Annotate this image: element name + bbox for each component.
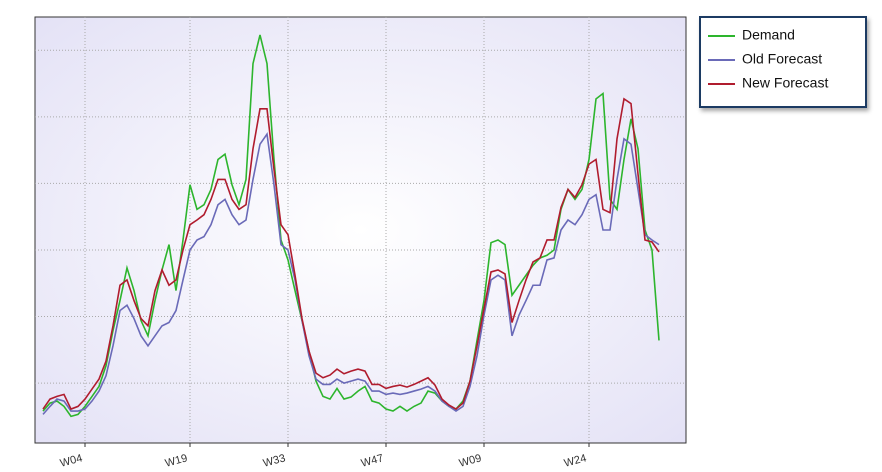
x-tick-label: W24 [563,452,588,469]
x-tick-label: W09 [458,452,483,469]
series-line [42,132,660,415]
x-tick-label: W04 [59,452,84,469]
series-line [42,34,660,418]
legend-label: Old Forecast [742,51,822,67]
legend-label: New Forecast [742,75,828,91]
legend-label: Demand [742,27,795,43]
grid [35,17,686,443]
x-tick-label: W33 [262,452,287,469]
legend: Demand Old Forecast New Forecast [699,16,867,108]
series-line [42,97,660,411]
legend-box [699,16,867,108]
plot-area [34,16,687,444]
lines [42,34,660,418]
x-tick-label: W47 [360,452,385,469]
x-tick-label: W19 [164,452,189,469]
x-axis: W04 W19 W33 W47 W09 W24 [59,443,590,470]
